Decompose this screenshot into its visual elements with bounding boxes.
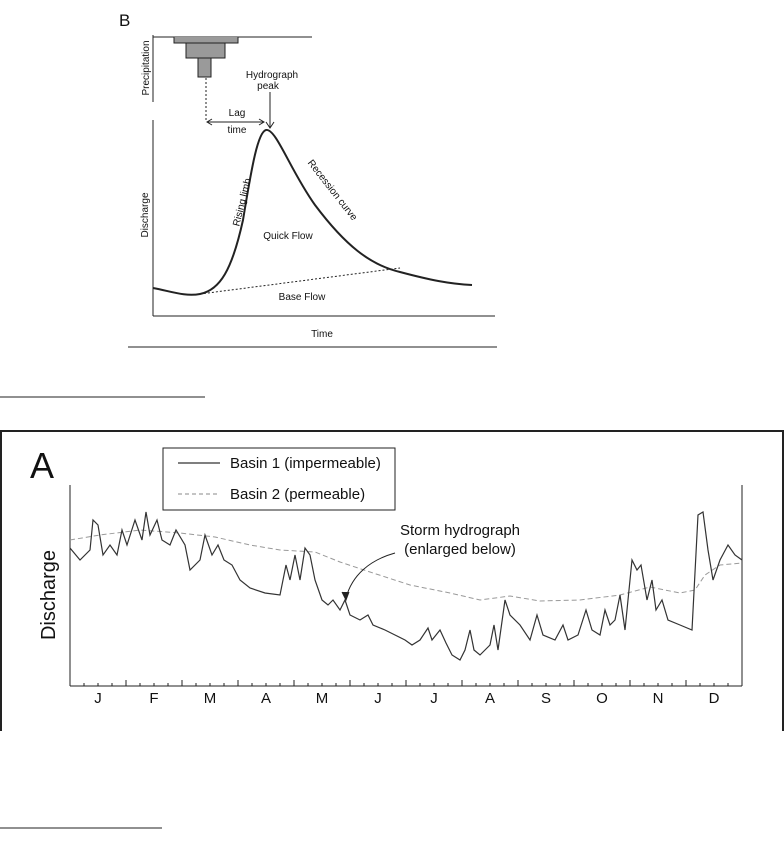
axis-label: Precipitation — [141, 40, 152, 95]
month-label: A — [485, 690, 495, 707]
legend-box — [162, 447, 396, 511]
annotation: Lag — [229, 108, 246, 119]
annotation: (enlarged below) — [404, 541, 516, 558]
month-label: M — [204, 690, 217, 707]
annotation: peak — [257, 81, 280, 92]
axis-label: Time — [311, 329, 333, 340]
arrowhead — [265, 121, 275, 129]
legend-label: Basin 1 (impermeable) — [230, 455, 381, 472]
annotation: Storm hydrograph — [400, 522, 520, 539]
panel-label: A — [30, 445, 54, 486]
month-label: J — [374, 690, 382, 707]
month-label: S — [541, 690, 551, 707]
annotation: time — [228, 125, 247, 136]
hydrograph — [152, 129, 473, 296]
basin-1-line — [69, 511, 743, 661]
annotation: Hydrograph — [246, 70, 298, 81]
panel-frame — [0, 430, 784, 731]
month-label: A — [261, 690, 271, 707]
baseflow-line — [199, 267, 401, 295]
arrowhead — [341, 591, 350, 602]
month-label: M — [316, 690, 329, 707]
month-label: J — [430, 690, 438, 707]
axis-label: Discharge — [38, 550, 60, 640]
basin-2-line — [69, 529, 743, 602]
month-label: J — [94, 690, 102, 707]
month-label: O — [596, 690, 608, 707]
panel-label: B — [119, 11, 130, 30]
month-label: D — [709, 690, 720, 707]
legend-label: Basin 2 (permeable) — [230, 486, 365, 503]
arrowhead — [206, 118, 265, 126]
annotation: Recession curve — [305, 158, 359, 223]
precip-bars — [185, 42, 226, 77]
month-label: N — [653, 690, 664, 707]
annotation-arrow — [345, 552, 396, 599]
annotation: Quick Flow — [263, 231, 313, 242]
ticks — [69, 680, 743, 686]
precip-bars — [173, 37, 239, 78]
month-label: F — [149, 690, 158, 707]
axis-label: Discharge — [140, 192, 151, 237]
annotation: Rising limb — [231, 177, 254, 228]
annotation: Base Flow — [279, 292, 326, 303]
